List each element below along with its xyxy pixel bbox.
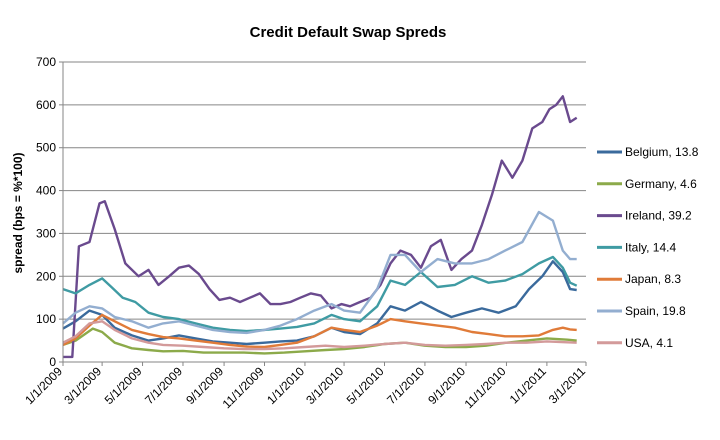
y-tick-label: 600 [36, 98, 56, 112]
legend-label-0: Belgium, 13.8 [625, 145, 699, 159]
x-tick-label: 1/1/2010 [264, 364, 307, 407]
x-tick-label: 1/1/2011 [507, 364, 550, 407]
y-tick-label: 100 [36, 312, 56, 326]
y-axis-label: spread (bps = %*100) [11, 152, 25, 273]
x-tick-label: 3/1/2009 [61, 364, 104, 407]
y-tick-label: 700 [36, 55, 56, 69]
series-line-4 [62, 313, 577, 349]
legend: Belgium, 13.8 Germany, 4.6 Ireland, 39.2 It… [597, 145, 699, 350]
y-tick-label: 300 [36, 226, 56, 240]
x-axis-ticks: 1/1/20093/1/20095/1/20097/1/20099/1/2009… [22, 362, 588, 411]
legend-label-1: Germany, 4.6 [625, 177, 697, 191]
legend-label-6: USA, 4.1 [625, 336, 673, 350]
x-tick-label: 1/1/2009 [22, 364, 65, 407]
x-tick-label: 7/1/2009 [142, 364, 185, 407]
legend-label-5: Spain, 19.8 [625, 304, 686, 318]
y-tick-label: 400 [36, 184, 56, 198]
y-axis-ticks: 0 100 200 300 400 500 600 700 [36, 55, 63, 369]
legend-label-2: Ireland, 39.2 [625, 209, 692, 223]
series-line-2 [63, 95, 578, 359]
chart-title: Credit Default Swap Spreds [250, 24, 447, 41]
y-tick-label: 200 [36, 269, 56, 283]
x-tick-label: 3/1/2010 [303, 364, 346, 407]
series-line-5 [62, 210, 577, 335]
x-tick-label: 5/1/2009 [102, 364, 145, 407]
gridlines [63, 61, 586, 320]
axes [62, 62, 586, 363]
legend-label-4: Japan, 8.3 [625, 272, 681, 286]
series-line-6 [62, 320, 577, 351]
x-tick-label: 11/1/2010 [462, 364, 509, 411]
x-tick-label: 5/1/2010 [344, 364, 387, 407]
y-tick-label: 500 [36, 141, 56, 155]
legend-label-3: Italy, 14.4 [625, 240, 676, 254]
x-tick-label: 3/1/2011 [546, 364, 589, 407]
y-tick-label: 0 [49, 355, 56, 369]
series-lines [62, 95, 578, 359]
series-line-3 [62, 255, 578, 333]
x-tick-label: 11/1/2009 [220, 364, 267, 411]
x-tick-label: 7/1/2010 [384, 364, 427, 407]
